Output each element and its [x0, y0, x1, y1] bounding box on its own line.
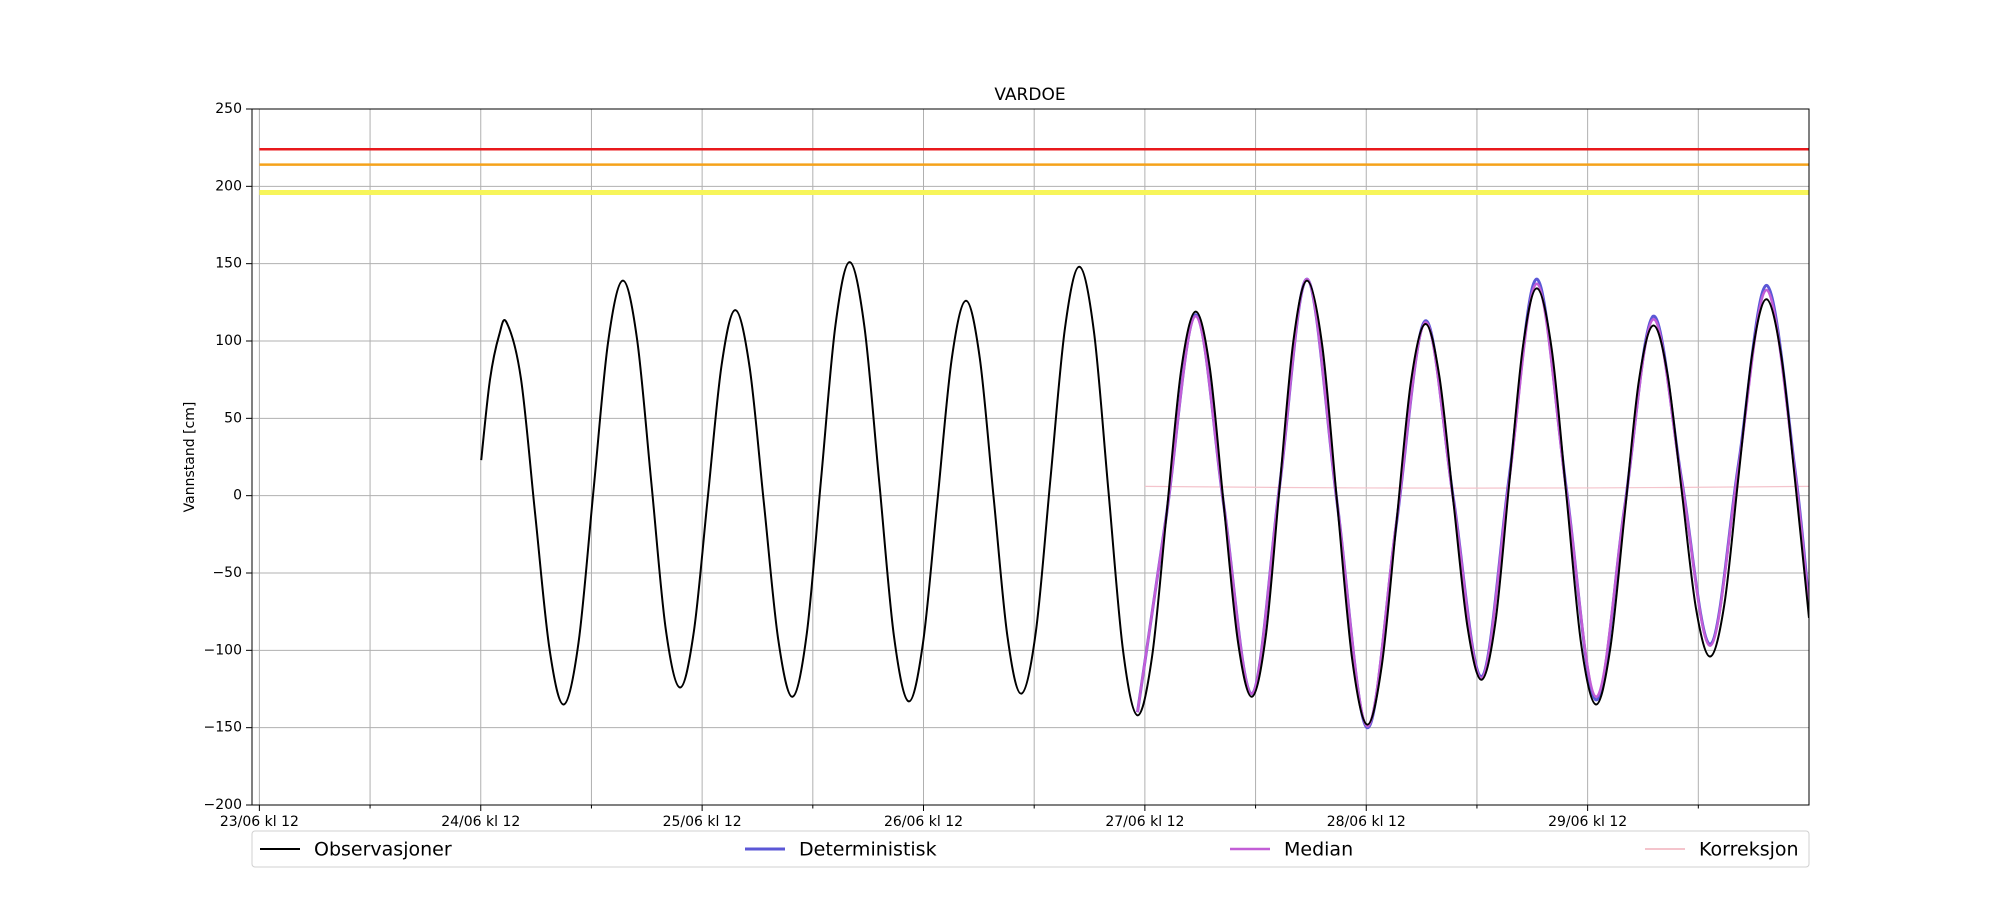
y-tick-label: −150: [204, 720, 242, 736]
y-tick-label: 50: [224, 410, 242, 426]
legend-label: Median: [1284, 839, 1353, 861]
x-tick-label: 29/06 kl 12: [1548, 814, 1627, 830]
y-axis-label: Vannstand [cm]: [182, 402, 198, 513]
y-tick-label: 0: [233, 488, 242, 504]
y-tick-label: −200: [204, 797, 242, 813]
x-tick-label: 28/06 kl 12: [1327, 814, 1406, 830]
series-line: [480, 261, 1809, 726]
series-line: [1144, 485, 1809, 489]
plot-frame: [251, 108, 1810, 806]
x-tick-label: 27/06 kl 12: [1105, 814, 1184, 830]
chart-title: VARDOE: [994, 85, 1065, 105]
y-tick-label: −100: [204, 642, 242, 658]
x-tick-label: 24/06 kl 12: [441, 814, 520, 830]
y-tick-label: 150: [215, 256, 242, 272]
legend-box: [251, 830, 1810, 868]
y-tick-label: 250: [215, 101, 242, 117]
legend-label: Observasjoner: [314, 839, 452, 861]
x-tick-label: 23/06 kl 12: [220, 814, 299, 830]
y-tick-label: 100: [215, 333, 242, 349]
legend-label: Korreksjon: [1699, 839, 1799, 861]
y-tick-label: 200: [215, 178, 242, 194]
y-tick-label: −50: [212, 565, 242, 581]
series-line: [1136, 277, 1809, 728]
x-tick-label: 26/06 kl 12: [884, 814, 963, 830]
legend-label: Deterministisk: [799, 839, 937, 861]
x-tick-label: 25/06 kl 12: [663, 814, 742, 830]
